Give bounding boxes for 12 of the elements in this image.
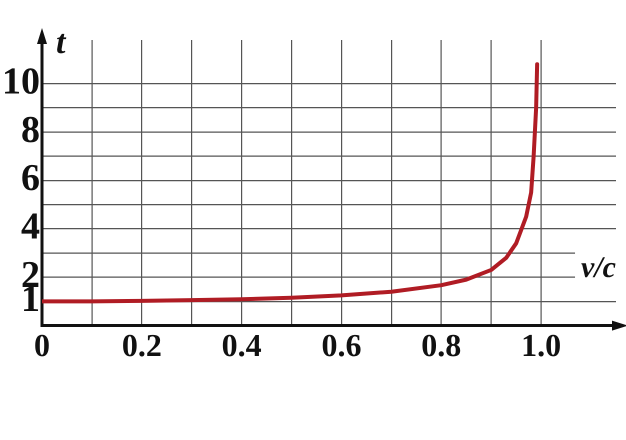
y-tick-label: 6 xyxy=(21,157,40,200)
x-tick-label: 0.8 xyxy=(421,327,462,364)
y-tick-label: 8 xyxy=(21,108,40,151)
x-tick-label: 1.0 xyxy=(521,327,562,364)
x-tick-label: 0 xyxy=(34,327,50,364)
x-axis-title: v/c xyxy=(581,250,616,284)
x-tick-label: 0.4 xyxy=(222,327,262,364)
x-tick-label: 0.2 xyxy=(122,327,162,364)
y-tick-label: 4 xyxy=(21,206,40,248)
y-axis-title: t xyxy=(56,24,67,61)
y-tick-label: 10 xyxy=(2,60,40,102)
x-tick-label: 0.6 xyxy=(321,327,362,364)
